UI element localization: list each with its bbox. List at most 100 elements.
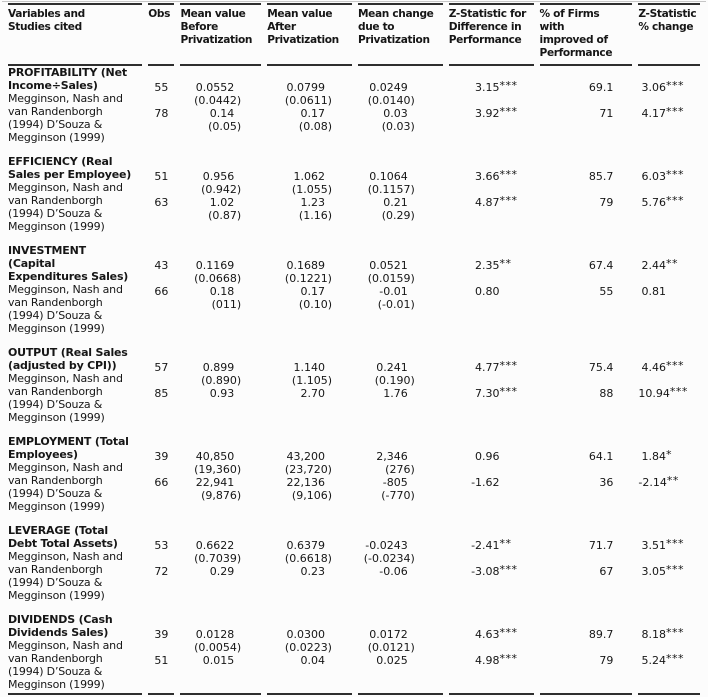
variable-name: EMPLOYMENT (Total Employees) bbox=[8, 435, 129, 461]
mean-after-value: 0.0300 bbox=[286, 628, 325, 641]
mean-change-sd: (-0.01) bbox=[377, 298, 415, 311]
mean-after-value: 0.17 bbox=[300, 285, 325, 298]
variable-name: DIVIDENDS (Cash Dividends Sales) bbox=[8, 613, 113, 639]
mean-change-cell: 0.241 (0.190) 1.76 bbox=[358, 346, 443, 435]
z-change-value: 3.05 bbox=[641, 565, 667, 578]
mean-before-sd: (011) bbox=[211, 298, 242, 311]
mean-change-value: 0.025 bbox=[376, 654, 408, 667]
mean-change-cell: 2,346 (276) -805 (-770) bbox=[358, 435, 443, 524]
obs-value: 66 bbox=[154, 285, 169, 298]
z-difference-cell: 4.63*** 4.98*** bbox=[448, 613, 534, 695]
mean-after-cell: 0.0300 (0.0223) 0.04 bbox=[267, 613, 352, 695]
mean-after-cell: 1.062 (1.055) 1.23 (1.16) bbox=[267, 155, 352, 244]
mean-before-value: 1.02 bbox=[209, 196, 235, 209]
z-change-value: 5.76 bbox=[641, 196, 667, 209]
mean-before-value: 0.015 bbox=[202, 654, 235, 667]
mean-after-sd: (0.0611) bbox=[284, 94, 332, 107]
mean-after-sd: (0.1221) bbox=[284, 272, 332, 285]
mean-before-value: 0.1169 bbox=[195, 259, 235, 272]
mean-before-sd: (0.942) bbox=[201, 183, 242, 196]
z-change-value: 5.24 bbox=[641, 654, 667, 667]
z-change-value: 8.18 bbox=[641, 628, 667, 641]
mean-change-sd: (276) bbox=[385, 463, 415, 476]
mean-after-value: 2.70 bbox=[300, 387, 325, 400]
significance-stars: *** bbox=[666, 105, 684, 118]
z-diff-value: 3.92 bbox=[475, 107, 500, 120]
mean-before-sd: (0.890) bbox=[201, 374, 242, 387]
mean-after-value: 1.062 bbox=[293, 170, 325, 183]
significance-stars: *** bbox=[499, 652, 518, 665]
mean-before-sd: (0.05) bbox=[208, 120, 242, 133]
mean-before-cell: 0.899 (0.890) 0.93 bbox=[180, 346, 261, 435]
pct-improved-value: 71 bbox=[599, 107, 614, 120]
mean-change-value: -0.0243 bbox=[365, 539, 408, 552]
mean-change-cell: -0.0243 (-0.0234) -0.06 bbox=[358, 524, 443, 613]
mean-change-value: 0.0249 bbox=[369, 81, 408, 94]
mean-change-sd: (0.0159) bbox=[367, 272, 415, 285]
pct-improved-value: 79 bbox=[599, 196, 614, 209]
z-diff-value: -3.08 bbox=[471, 565, 500, 578]
mean-before-value: 0.29 bbox=[209, 565, 235, 578]
study-citation: Megginson, Nash and van Randenborgh (199… bbox=[8, 461, 123, 513]
obs-value: 39 bbox=[154, 628, 169, 641]
pct-improved-value: 85.7 bbox=[588, 170, 614, 183]
z-difference-cell: 3.66*** 4.87*** bbox=[449, 155, 534, 244]
mean-change-value: 0.0521 bbox=[369, 259, 408, 272]
column-header-z-pct-change: Z-Statistic % change bbox=[638, 3, 700, 66]
variable-cell: LEVERAGE (Total Debt Total Assets) Meggi… bbox=[8, 524, 142, 613]
z-change-value: 6.03 bbox=[641, 170, 667, 183]
obs-cell: 39 66 bbox=[148, 435, 174, 524]
pct-improved-cell: 75.4 88 bbox=[540, 346, 633, 435]
significance-stars: *** bbox=[499, 626, 518, 639]
mean-after-sd: (0.0223) bbox=[284, 641, 332, 654]
mean-change-cell: 0.1064 (0.1157) 0.21 (0.29) bbox=[358, 155, 443, 244]
study-citation: Megginson, Nash and van Randenborgh (199… bbox=[8, 372, 123, 424]
z-difference-cell: 4.77*** 7.30*** bbox=[449, 346, 534, 435]
mean-after-value: 0.6379 bbox=[286, 539, 325, 552]
mean-change-value: 2,346 bbox=[376, 450, 408, 463]
mean-after-sd: (23,720) bbox=[284, 463, 332, 476]
variable-name: INVESTMENT (Capital Expenditures Sales) bbox=[8, 244, 129, 283]
z-change-value: 2.44 bbox=[641, 259, 667, 272]
pct-improved-value: 69.1 bbox=[588, 81, 614, 94]
obs-value: 51 bbox=[154, 170, 169, 183]
z-diff-value: 3.66 bbox=[475, 170, 500, 183]
z-change-value: -2.14 bbox=[638, 476, 667, 489]
mean-before-sd: (0.0054) bbox=[194, 641, 242, 654]
mean-after-cell: 0.0799 (0.0611) 0.17 (0.08) bbox=[267, 66, 352, 155]
z-diff-value: 4.98 bbox=[475, 654, 500, 667]
variable-cell: DIVIDENDS (Cash Dividends Sales) Meggins… bbox=[8, 613, 143, 695]
mean-after-cell: 43,200 (23,720) 22,136 (9,106) bbox=[267, 435, 352, 524]
column-header-mean-before: Mean value Before Privatization bbox=[180, 3, 262, 66]
mean-change-sd: (-0.0234) bbox=[363, 552, 415, 565]
z-difference-cell: 0.96 -1.62 bbox=[449, 435, 534, 524]
significance-stars: *** bbox=[666, 652, 684, 665]
pct-improved-value: 64.1 bbox=[588, 450, 614, 463]
pct-improved-value: 79 bbox=[599, 654, 614, 667]
mean-before-sd: (19,360) bbox=[194, 463, 242, 476]
significance-stars: *** bbox=[666, 537, 684, 550]
top-rule bbox=[2, 1, 706, 2]
mean-before-cell: 0.6622 (0.7039) 0.29 bbox=[180, 524, 261, 613]
significance-stars: ** bbox=[499, 257, 512, 270]
mean-after-cell: 0.1689 (0.1221) 0.17 (0.10) bbox=[267, 244, 352, 346]
mean-change-sd: (0.190) bbox=[374, 374, 415, 387]
pct-improved-cell: 67.4 55 bbox=[540, 244, 633, 346]
variable-cell: PROFITABILITY (Net Income÷Sales) Meggins… bbox=[8, 66, 142, 155]
z-diff-value: 2.35 bbox=[475, 259, 500, 272]
z-change-value: 4.17 bbox=[641, 107, 667, 120]
mean-before-value: 0.14 bbox=[209, 107, 235, 120]
obs-value: 85 bbox=[154, 387, 169, 400]
mean-after-sd: (0.6618) bbox=[284, 552, 332, 565]
z-pct-change-cell: 4.46*** 10.94*** bbox=[638, 346, 700, 435]
mean-before-cell: 40,850 (19,360) 22,941 (9,876) bbox=[180, 435, 261, 524]
mean-after-value: 0.1689 bbox=[286, 259, 325, 272]
pct-improved-cell: 69.1 71 bbox=[540, 66, 633, 155]
significance-stars: *** bbox=[669, 385, 688, 398]
obs-cell: 55 78 bbox=[148, 66, 174, 155]
mean-change-value: 0.241 bbox=[376, 361, 408, 374]
study-citation: Megginson, Nash and van Randenborgh (199… bbox=[8, 550, 123, 602]
mean-change-sd: (-770) bbox=[381, 489, 415, 502]
table-body: PROFITABILITY (Net Income÷Sales) Meggins… bbox=[8, 66, 700, 695]
mean-after-value: 1.140 bbox=[293, 361, 325, 374]
